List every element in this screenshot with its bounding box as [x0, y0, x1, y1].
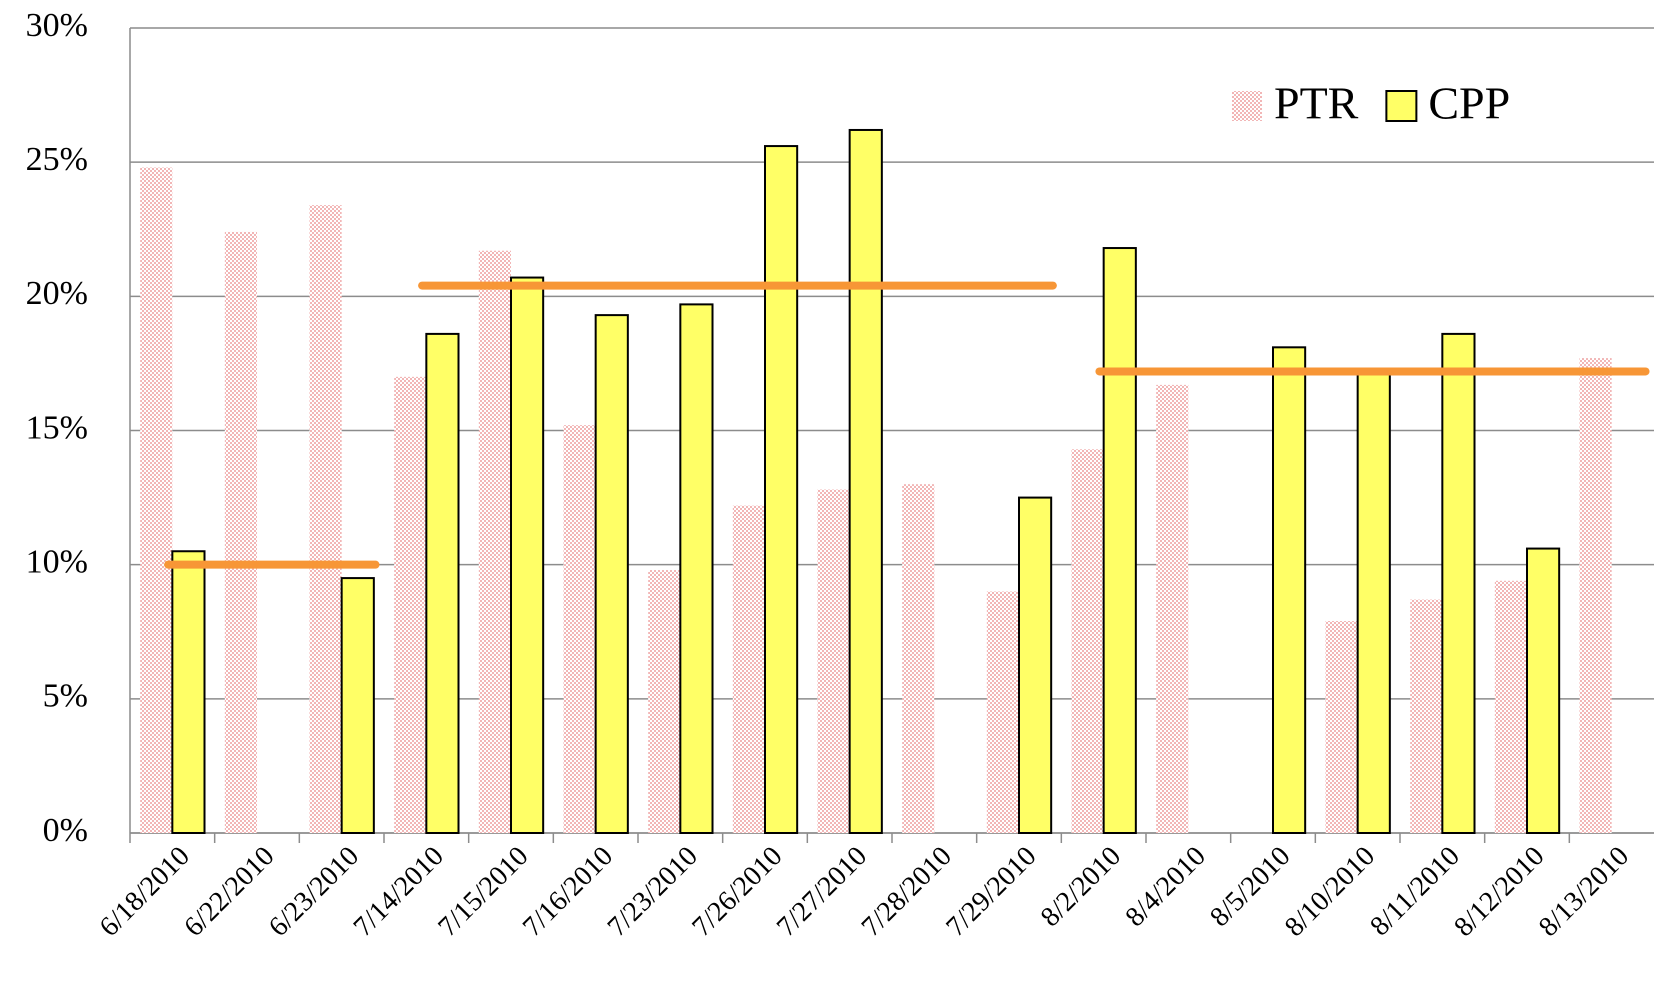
ptr-bar [1156, 385, 1188, 833]
y-tick-label: 30% [26, 7, 88, 44]
x-tick-label: 6/23/2010 [263, 841, 365, 943]
cpp-bar [342, 578, 374, 833]
x-tick-label: 8/10/2010 [1279, 841, 1381, 943]
legend-swatch [1232, 91, 1262, 121]
cpp-bar [765, 146, 797, 833]
x-tick-label: 7/14/2010 [348, 841, 450, 943]
ptr-bar [987, 592, 1019, 834]
chart: 0% 5% 10% 15% 20% 25% 30% 6/18/20106/22/20106/2… [0, 0, 1654, 987]
x-tick-label: 8/4/2010 [1120, 841, 1212, 933]
ptr-bar [733, 506, 765, 833]
cpp-bar [426, 334, 458, 833]
cpp-bar [172, 551, 204, 833]
ptr-bar [1495, 581, 1527, 833]
legend-label: CPP [1428, 78, 1510, 129]
ptr-bar [225, 232, 257, 833]
ptr-bar [394, 377, 426, 833]
cpp-bar [680, 304, 712, 833]
x-tick-label: 8/11/2010 [1364, 841, 1465, 942]
x-tick-label: 7/29/2010 [940, 841, 1042, 943]
cpp-bar [1019, 498, 1051, 833]
ptr-bar [1410, 600, 1442, 833]
ptr-bar [902, 484, 934, 833]
legend-swatch [1386, 91, 1416, 121]
x-tick-label: 7/23/2010 [602, 841, 704, 943]
x-tick-label: 7/28/2010 [856, 841, 958, 943]
x-tick-label: 6/18/2010 [94, 841, 196, 943]
x-tick-label: 8/13/2010 [1533, 841, 1635, 943]
cpp-bar [1442, 334, 1474, 833]
x-tick-label: 7/27/2010 [771, 841, 873, 943]
y-tick-label: 10% [26, 543, 88, 580]
ptr-bar [140, 168, 172, 833]
ptr-bar [1071, 449, 1103, 833]
cpp-bar [850, 130, 882, 833]
x-tick-label: 6/22/2010 [178, 841, 280, 943]
cpp-bar [1527, 549, 1559, 833]
x-tick-label: 7/15/2010 [432, 841, 534, 943]
y-tick-label: 0% [43, 812, 88, 849]
cpp-bar [1358, 369, 1390, 833]
ptr-bar [648, 570, 680, 833]
cpp-bar [511, 278, 543, 833]
ptr-bar [563, 425, 595, 833]
cpp-bar [1104, 248, 1136, 833]
ptr-bar [309, 205, 341, 833]
y-tick-label: 20% [26, 275, 88, 312]
y-tick-label: 25% [26, 141, 88, 178]
ptr-bar [479, 251, 511, 833]
cpp-bar [1273, 347, 1305, 833]
cpp-bar [596, 315, 628, 833]
x-tick-label: 7/26/2010 [686, 841, 788, 943]
legend-label: PTR [1274, 78, 1359, 129]
y-tick-label: 5% [43, 678, 88, 715]
x-tick-label: 7/16/2010 [517, 841, 619, 943]
x-tick-label: 8/2/2010 [1035, 841, 1127, 933]
ptr-bar [1325, 621, 1357, 833]
x-tick-label: 8/12/2010 [1448, 841, 1550, 943]
ptr-bar [817, 490, 849, 833]
ptr-bar [1579, 358, 1611, 833]
y-tick-label: 15% [26, 409, 88, 446]
